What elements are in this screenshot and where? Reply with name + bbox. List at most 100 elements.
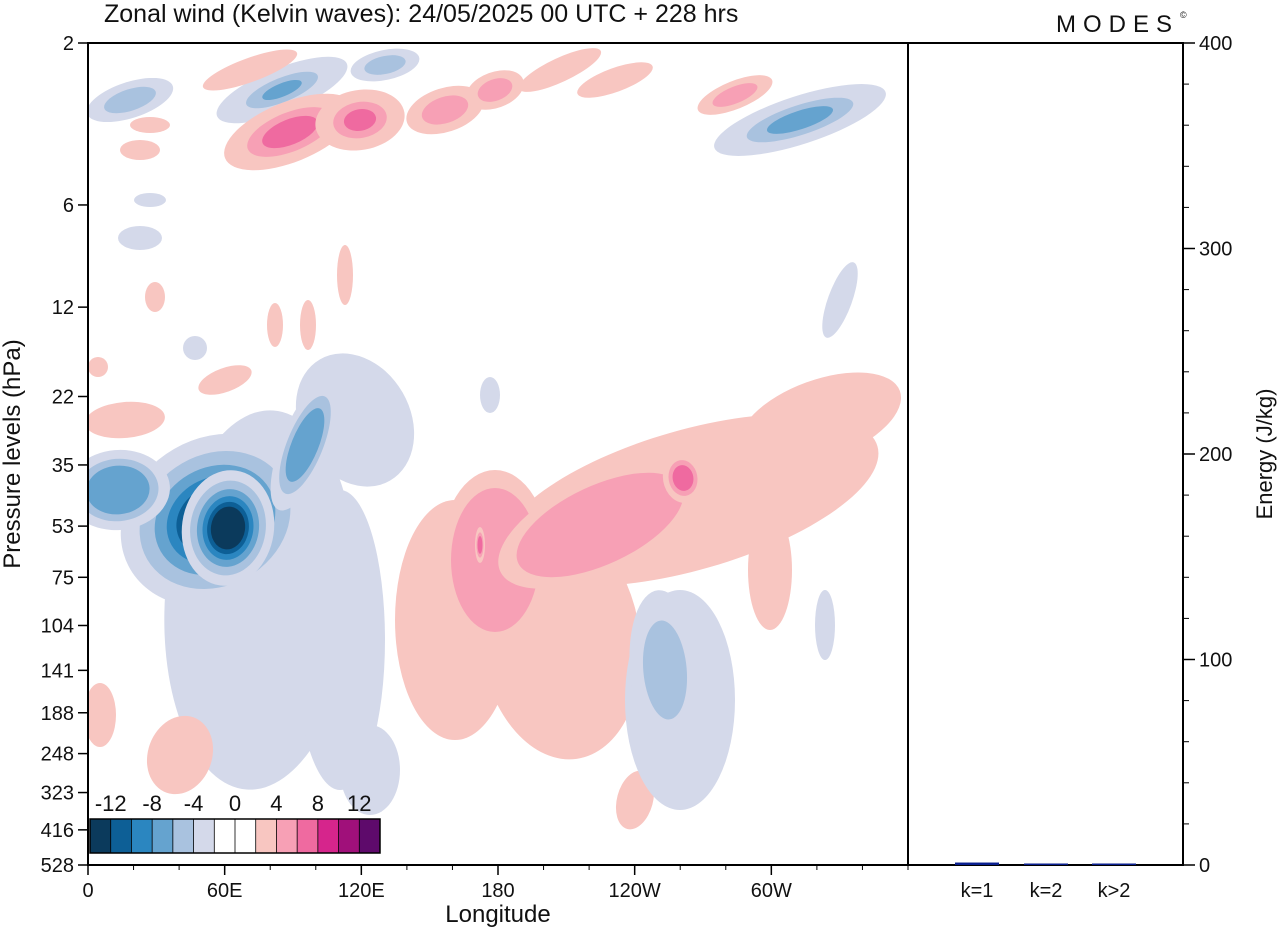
contour-band	[88, 683, 116, 747]
y-tick-label: 104	[41, 615, 74, 637]
wind-anomaly-region	[216, 56, 348, 124]
y-tick-label: 141	[41, 660, 74, 682]
wind-anomaly-region	[518, 48, 602, 92]
wind-anomaly-region	[88, 401, 165, 439]
contour-band	[822, 262, 858, 338]
contour-band	[672, 465, 694, 491]
colorbar-label: -4	[184, 791, 204, 816]
wind-anomaly-region	[270, 379, 340, 511]
wind-anomaly-region	[340, 725, 400, 815]
contour-band	[88, 465, 150, 515]
wind-anomaly-region	[738, 372, 902, 468]
contour-band	[104, 86, 156, 114]
wind-anomaly-region	[577, 62, 653, 98]
wind-anomaly-region	[480, 377, 500, 413]
energy-axis: 0 100 200 300 400	[1183, 33, 1232, 877]
contour-band	[262, 79, 302, 101]
wind-anomaly-region	[615, 770, 655, 830]
colorbar-swatch	[297, 819, 319, 853]
contour-band	[766, 106, 834, 134]
x-tick-label: 120W	[609, 880, 661, 902]
colorbar-swatch	[90, 819, 112, 853]
colorbar-label: 12	[347, 791, 371, 816]
energy-tick-label: 300	[1199, 239, 1232, 261]
y-tick-label: 323	[41, 783, 74, 805]
contour-band	[183, 336, 207, 360]
contour-band	[518, 48, 602, 92]
colorbar-label: -12	[95, 791, 127, 816]
y-axis: 2 6 12 22 35 53 75 104 141 188 248 323 416 528	[41, 33, 88, 877]
energy-bar	[1092, 863, 1136, 865]
contour-band	[712, 83, 758, 107]
energy-frame	[907, 42, 1184, 866]
contour-band	[130, 117, 170, 133]
wind-anomaly-region	[295, 490, 385, 790]
colorbar-swatch	[338, 819, 360, 853]
wind-anomaly-region	[88, 77, 174, 123]
wind-anomaly-region	[815, 590, 835, 660]
wind-anomaly-region	[267, 303, 283, 347]
contour-band	[642, 620, 688, 720]
colorbar: -12 -8 -4 0 4 8 12	[89, 791, 381, 854]
y-tick-label: 528	[41, 855, 74, 877]
wind-anomaly-region	[822, 262, 858, 338]
contour-band	[88, 357, 108, 377]
contour-band	[364, 55, 406, 75]
contour-band	[815, 590, 835, 660]
wind-anomaly-region	[202, 49, 298, 91]
y-axis-label: Pressure levels (hPa)	[0, 339, 26, 568]
energy-axis-label: Energy (J/kg)	[1252, 389, 1277, 520]
contour-band	[337, 245, 353, 305]
colorbar-label: 0	[229, 791, 241, 816]
wind-anomaly-region	[748, 510, 792, 630]
contour-band	[343, 108, 377, 132]
wind-anomaly-region	[466, 70, 524, 110]
y-tick-label: 416	[41, 820, 74, 842]
energy-bar	[955, 862, 999, 865]
chart-title: Zonal wind (Kelvin waves): 24/05/2025 00…	[104, 0, 738, 28]
energy-tick-label: 0	[1199, 855, 1210, 877]
colorbar-swatch	[255, 819, 277, 853]
wind-contours	[88, 48, 902, 830]
x-tick-label: 120E	[338, 880, 385, 902]
contour-band	[120, 140, 160, 160]
wind-anomaly-region	[315, 89, 405, 151]
y-tick-label: 22	[52, 386, 74, 408]
wind-anomaly-region	[440, 470, 550, 650]
wind-anomaly-region	[88, 357, 108, 377]
y-tick-label: 6	[63, 195, 74, 217]
contour-band	[477, 536, 483, 554]
contour-band	[615, 770, 655, 830]
colorbar-swatch	[276, 819, 298, 853]
x-tick-label: 60W	[751, 880, 792, 902]
contour-band	[210, 506, 246, 550]
wind-anomaly-region	[183, 336, 207, 360]
wind-anomaly-region	[714, 84, 886, 156]
wind-anomaly-region	[406, 85, 484, 135]
y-tick-label: 188	[41, 703, 74, 725]
contour-band	[516, 472, 684, 578]
contour-band	[577, 62, 653, 98]
contour-band	[451, 488, 539, 632]
y-tick-label: 75	[52, 567, 74, 589]
heatmap-panel: 2 6 12 22 35 53 75 104 141 188 248 323 416 528 0 60E 12…	[0, 33, 909, 928]
wind-anomaly-region	[181, 470, 275, 586]
wind-anomaly-region	[146, 715, 214, 795]
brand-name: MODES	[1056, 11, 1179, 38]
contour-band	[198, 365, 252, 395]
x-tick-label: 180	[481, 880, 514, 902]
wind-anomaly-region	[88, 449, 170, 531]
contour-band	[295, 490, 385, 790]
colorbar-swatch	[193, 819, 215, 853]
wind-anomaly-region	[337, 245, 353, 305]
wind-anomaly-region	[350, 48, 420, 82]
energy-category-label: k=1	[961, 880, 994, 902]
contour-band	[285, 408, 325, 482]
colorbar-swatch	[131, 819, 153, 853]
energy-category-label: k=2	[1030, 880, 1063, 902]
contour-band	[88, 401, 165, 439]
contour-band	[267, 303, 283, 347]
colorbar-swatch	[235, 819, 257, 853]
contour-band	[202, 49, 298, 91]
y-tick-label: 248	[41, 744, 74, 766]
